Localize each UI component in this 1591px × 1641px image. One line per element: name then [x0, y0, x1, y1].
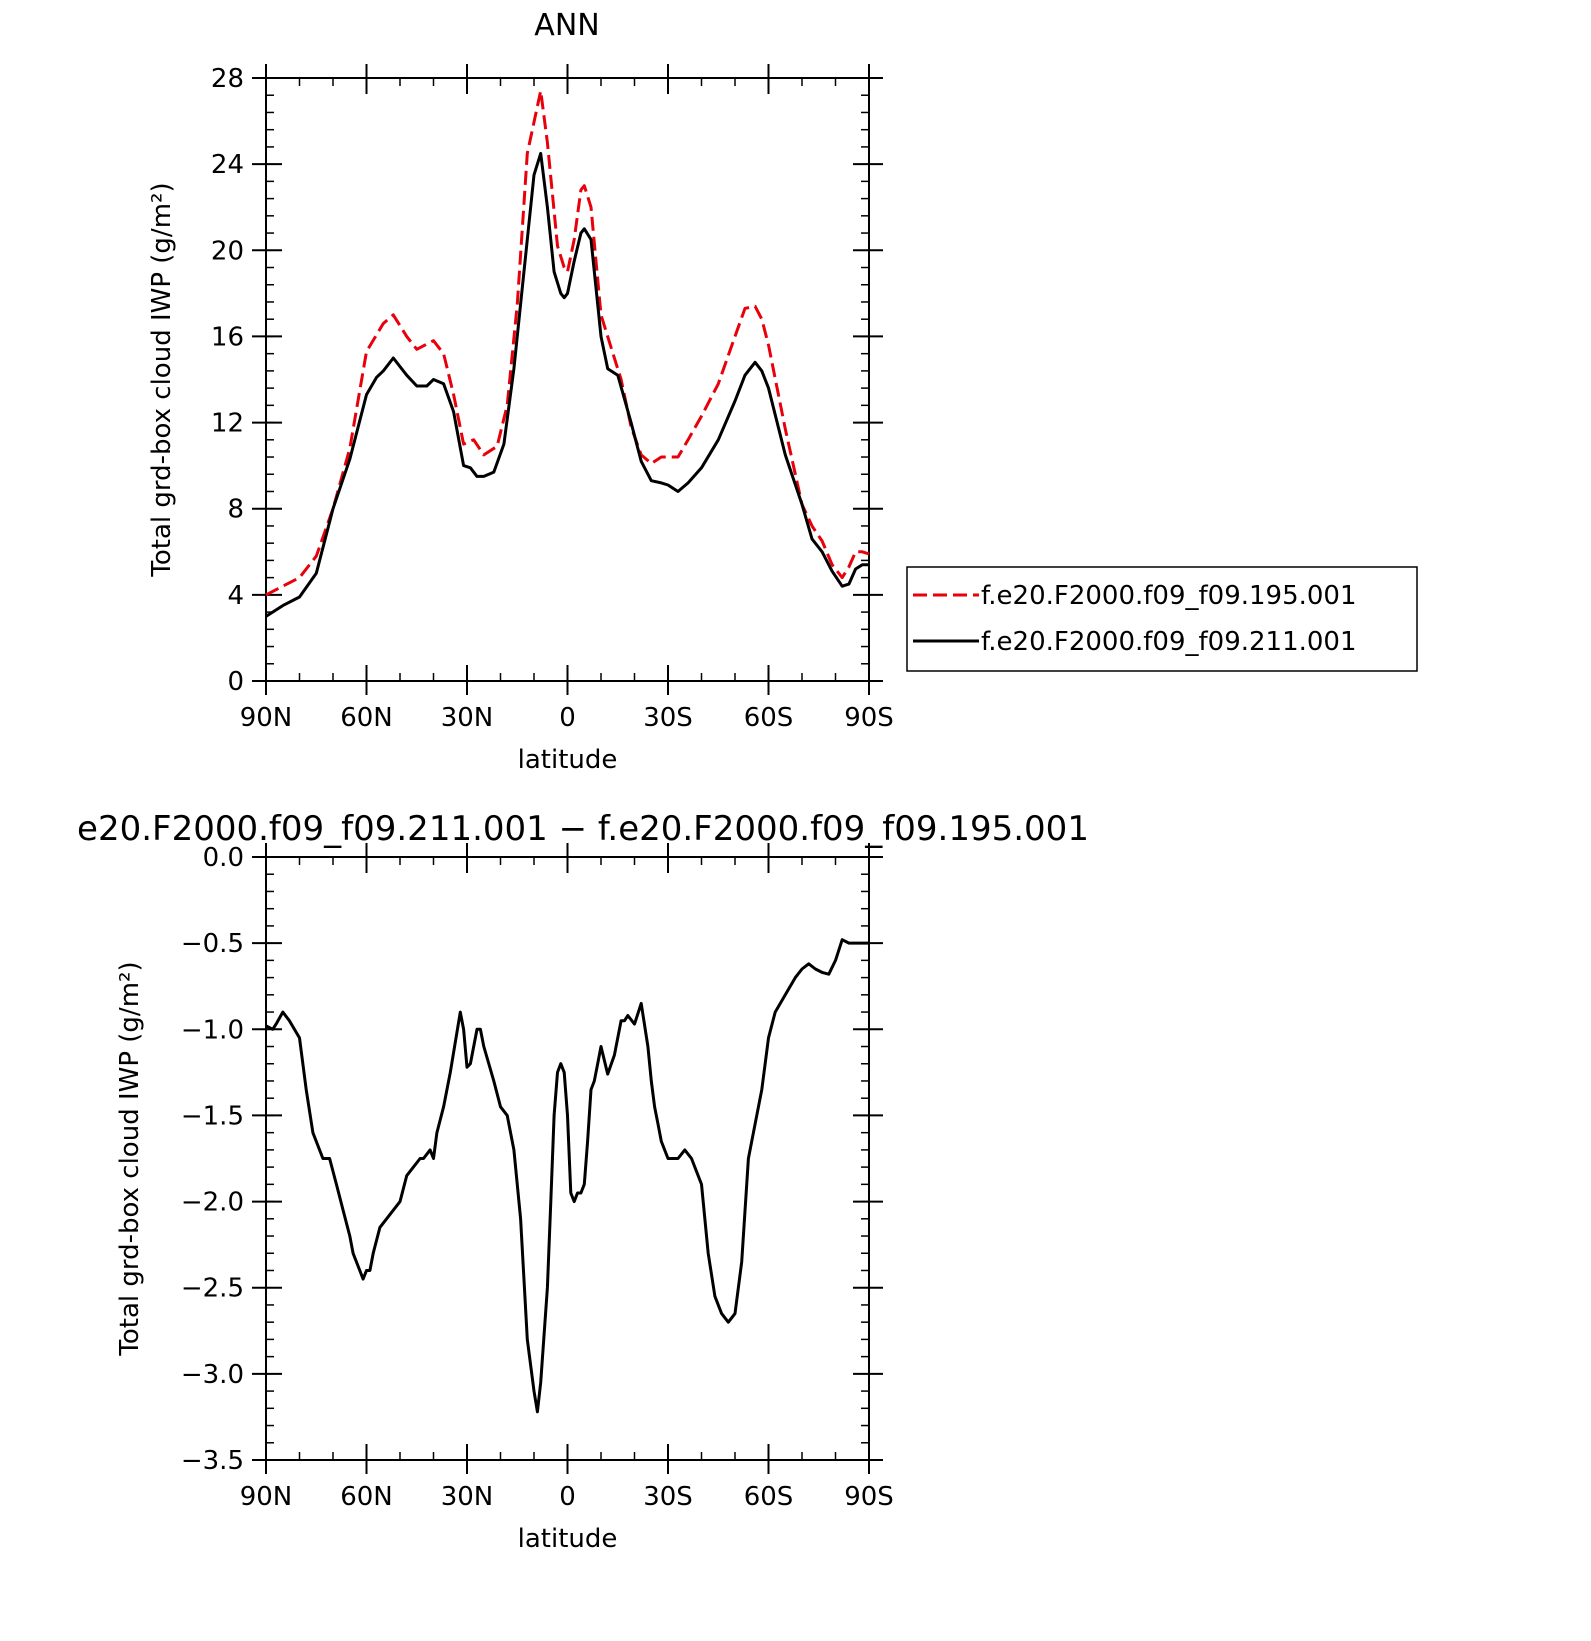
legend-label-1: f.e20.F2000.f09_f09.195.001	[981, 581, 1357, 611]
x-tick-label: 60N	[340, 1482, 393, 1512]
y-tick-label: −3.5	[181, 1446, 244, 1476]
y-tick-label: −1.5	[181, 1101, 244, 1131]
y-tick-label: 12	[211, 409, 244, 439]
series-line-2	[265, 151, 869, 618]
x-tick-label: 0	[559, 703, 576, 733]
legend: f.e20.F2000.f09_f09.195.001 f.e20.F2000.f…	[906, 566, 1418, 672]
plot-frame	[265, 856, 870, 1461]
x-tick-label: 0	[559, 1482, 576, 1512]
y-tick-label: 4	[227, 581, 244, 611]
x-tick-label: 90N	[240, 703, 293, 733]
x-tick-label: 60S	[744, 703, 794, 733]
y-tick-label: 24	[211, 150, 244, 180]
y-tick-label: −0.5	[181, 929, 244, 959]
y-tick-label: −1.0	[181, 1015, 244, 1045]
y-tick-label: 28	[211, 64, 244, 94]
legend-box	[906, 566, 1418, 672]
y-tick-label: 20	[211, 236, 244, 266]
y-tick-label: −2.5	[181, 1274, 244, 1304]
y-tick-label: 0.0	[203, 843, 244, 873]
x-tick-label: 90S	[844, 703, 894, 733]
y-tick-label: 0	[227, 667, 244, 697]
x-tick-label: 30S	[643, 1482, 693, 1512]
series-line-1	[265, 938, 869, 1414]
series-line-1	[265, 89, 870, 597]
y-tick-label: −3.0	[181, 1360, 244, 1390]
x-tick-label: 30N	[441, 703, 494, 733]
y-tick-label: −2.0	[181, 1188, 244, 1218]
x-tick-label: 90S	[844, 1482, 894, 1512]
x-tick-label: 60S	[744, 1482, 794, 1512]
top-panel-title: ANN	[534, 8, 599, 43]
x-tick-label: 60N	[340, 703, 393, 733]
x-axis-label: latitude	[518, 745, 618, 775]
bottom-panel-title: e20.F2000.f09_f09.211.001 − f.e20.F2000.…	[77, 809, 1089, 849]
x-axis-label: latitude	[518, 1524, 618, 1554]
y-tick-label: 8	[227, 495, 244, 525]
y-axis-label: Total grd-box cloud IWP (g/m²)	[147, 182, 177, 577]
plot-frame	[265, 77, 870, 682]
x-tick-label: 30S	[643, 703, 693, 733]
y-axis-label: Total grd-box cloud IWP (g/m²)	[115, 961, 145, 1356]
x-tick-label: 90N	[240, 1482, 293, 1512]
top-panel: ANN 0 4 8 12 16 20 24 28 90N 60N 30N 0 30S 60S 90S lati…	[147, 8, 1418, 775]
x-tick-label: 30N	[441, 1482, 494, 1512]
legend-label-2: f.e20.F2000.f09_f09.211.001	[981, 627, 1357, 657]
bottom-panel: e20.F2000.f09_f09.211.001 − f.e20.F2000.…	[77, 809, 1089, 1554]
y-tick-label: 16	[211, 322, 244, 352]
